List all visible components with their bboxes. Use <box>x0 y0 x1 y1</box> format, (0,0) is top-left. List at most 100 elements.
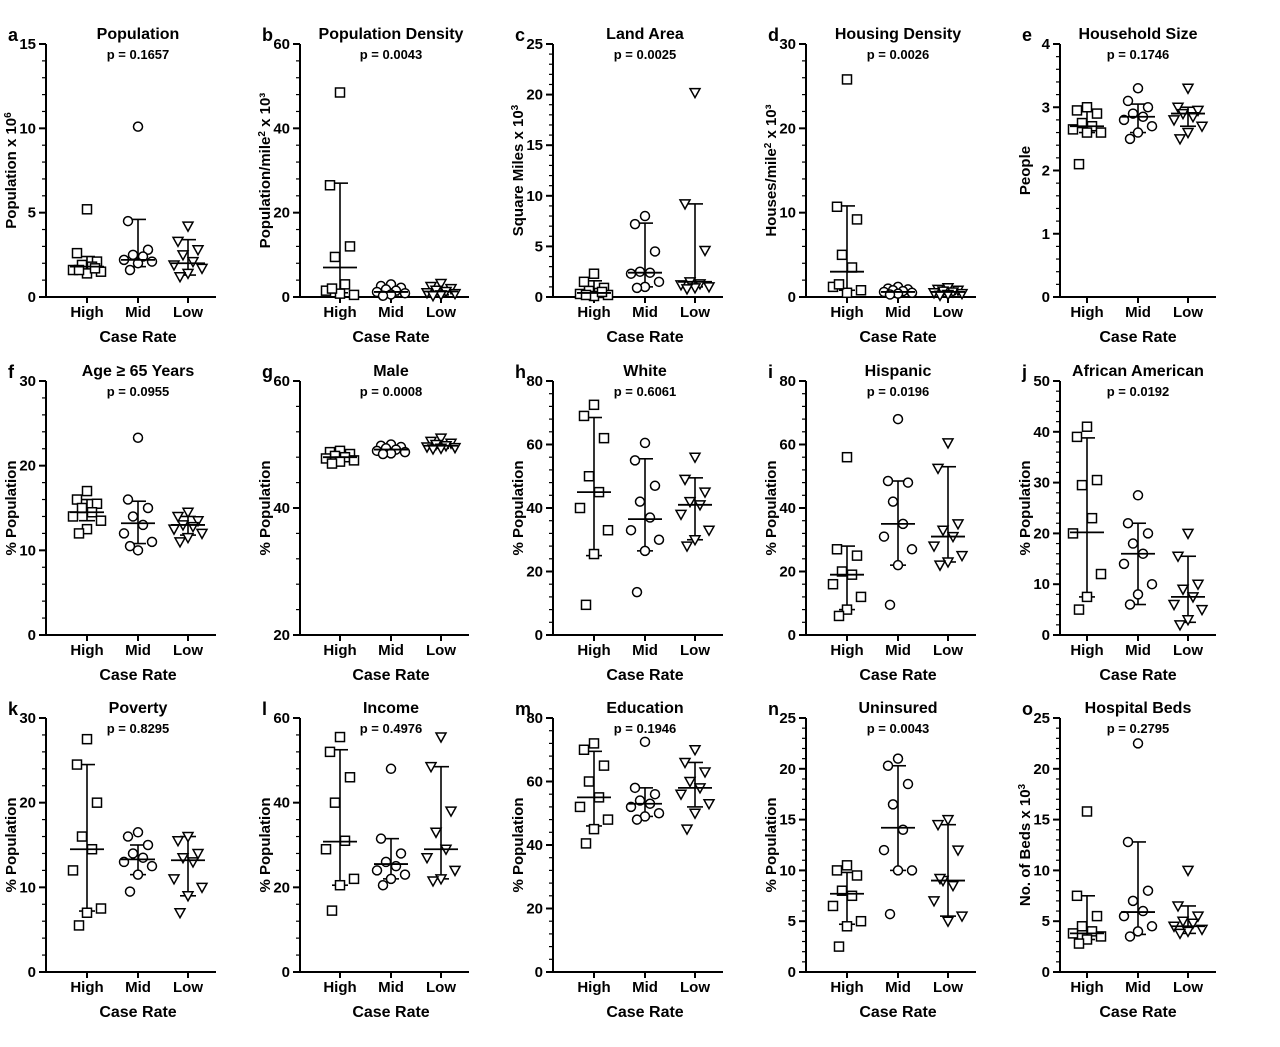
data-point-triangle <box>1181 83 1195 95</box>
group-low <box>674 452 716 553</box>
data-point-circle <box>629 218 641 230</box>
data-point-square <box>344 241 356 252</box>
x-tick-label: Mid <box>885 304 911 321</box>
data-point-triangle <box>931 819 945 832</box>
data-point-circle <box>118 528 130 539</box>
group-mid <box>878 281 918 300</box>
y-tick-label: 60 <box>273 373 290 390</box>
data-point-triangle <box>181 268 195 280</box>
panel-i: i Hispanic p = 0.0196 0 20 40 60 80 High Mid Low Ca… <box>763 362 976 684</box>
x-tick-label: High <box>577 979 610 996</box>
data-point-circle <box>649 788 661 800</box>
data-point-square <box>851 214 863 225</box>
data-point-triangle <box>167 260 181 272</box>
panel-letter: h <box>515 362 526 382</box>
data-point-circle <box>1127 538 1139 549</box>
group-mid <box>1118 738 1158 942</box>
data-point-square <box>846 262 858 273</box>
x-tick-label: Mid <box>378 642 404 659</box>
p-value-label: p = 0.0026 <box>867 47 930 62</box>
x-axis-label: Case Rate <box>352 667 429 684</box>
y-tick-label: 10 <box>19 120 36 137</box>
data-point-triangle <box>688 808 702 820</box>
data-point-triangle <box>955 911 969 923</box>
panel-h: h White p = 0.6061 0 20 40 60 80 High Mid Low Case … <box>510 362 723 684</box>
data-point-triangle <box>1191 105 1205 117</box>
p-value-label: p = 0.4976 <box>360 721 423 736</box>
data-point-square <box>1067 124 1079 135</box>
x-tick-label: High <box>830 979 863 996</box>
data-point-circle <box>385 873 397 885</box>
data-point-circle <box>892 865 904 876</box>
data-point-circle <box>124 264 136 276</box>
y-tick-label: 20 <box>273 205 290 222</box>
group-high <box>574 738 614 849</box>
data-point-triangle <box>688 87 702 100</box>
data-point-square <box>348 455 360 466</box>
panel-k: k Poverty p = 0.8295 0 10 20 30 High Mid Low Case … <box>3 699 216 1021</box>
data-point-square <box>1073 158 1085 170</box>
data-point-square <box>348 873 360 885</box>
group-low <box>420 278 462 303</box>
data-point-circle <box>1118 558 1130 570</box>
data-point-square <box>583 776 595 787</box>
data-point-triangle <box>173 272 187 284</box>
data-point-triangle <box>674 789 688 801</box>
data-point-circle <box>132 869 144 880</box>
data-point-circle <box>1142 528 1154 539</box>
data-point-square <box>1071 890 1083 902</box>
data-point-square <box>1086 512 1098 524</box>
group-low <box>927 438 969 572</box>
data-point-circle <box>1118 910 1130 922</box>
data-point-circle <box>1124 133 1136 145</box>
y-tick-label: 5 <box>788 913 796 930</box>
data-point-circle <box>132 432 144 443</box>
data-point-square <box>833 279 845 290</box>
y-tick-label: 80 <box>779 373 796 390</box>
x-tick-label: Low <box>933 642 963 659</box>
y-tick-label: 0 <box>535 289 543 306</box>
data-point-triangle <box>434 732 448 744</box>
y-tick-label: 5 <box>28 205 36 222</box>
x-tick-label: Mid <box>885 979 911 996</box>
data-point-circle <box>1146 921 1158 932</box>
x-tick-label: Mid <box>885 642 911 659</box>
data-point-circle <box>146 536 158 548</box>
data-point-triangle <box>1186 918 1200 930</box>
data-point-square <box>602 814 614 825</box>
panel-letter: j <box>1021 362 1027 382</box>
data-point-circle <box>625 268 637 279</box>
data-point-square <box>71 247 83 259</box>
group-low <box>167 221 209 284</box>
data-point-square <box>841 604 853 615</box>
data-point-triangle <box>680 541 694 553</box>
data-point-circle <box>1122 517 1134 529</box>
x-tick-label: High <box>1070 642 1103 659</box>
data-point-circle <box>897 824 909 836</box>
panel-title: Hospital Beds <box>1085 700 1192 717</box>
y-tick-label: 2 <box>1042 163 1050 180</box>
group-mid <box>625 437 665 598</box>
data-point-circle <box>639 437 651 449</box>
x-tick-label: Low <box>680 304 710 321</box>
data-point-circle <box>385 763 397 775</box>
x-tick-label: High <box>830 642 863 659</box>
y-tick-label: 20 <box>526 87 543 104</box>
group-high <box>574 399 614 611</box>
y-axis-label: % Population <box>510 798 527 893</box>
group-high <box>320 731 360 916</box>
data-point-square <box>73 920 85 931</box>
data-point-triangle <box>941 916 955 928</box>
data-point-square <box>580 289 592 301</box>
y-tick-label: 0 <box>28 964 36 981</box>
panel-title: Poverty <box>109 700 168 717</box>
y-tick-label: 60 <box>526 774 543 791</box>
y-tick-label: 4 <box>1042 36 1051 53</box>
data-point-square <box>81 733 93 745</box>
group-high <box>67 733 107 931</box>
y-tick-label: 0 <box>282 289 290 306</box>
x-tick-label: Mid <box>125 979 151 996</box>
panel-letter: o <box>1022 699 1033 719</box>
data-point-circle <box>1127 108 1139 119</box>
data-point-triangle <box>1167 115 1181 127</box>
